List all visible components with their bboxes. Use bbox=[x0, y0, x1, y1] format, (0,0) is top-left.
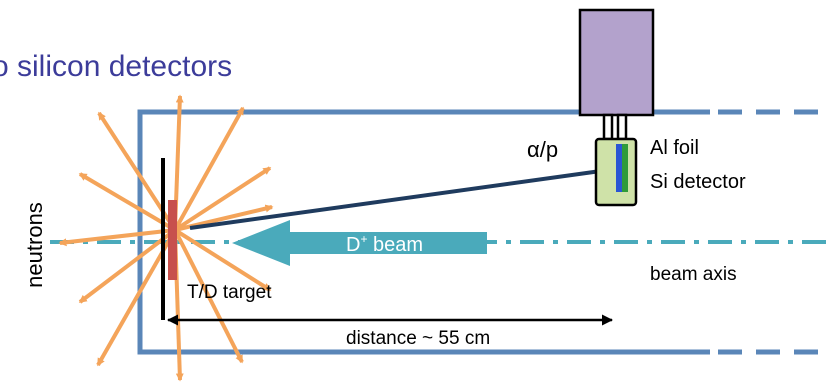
neutron-arrow bbox=[78, 172, 177, 232]
neutron-arrow bbox=[173, 106, 245, 231]
detector-housing bbox=[578, 8, 655, 117]
neutron-arrows bbox=[58, 94, 274, 382]
al-foil-label: Al foil bbox=[650, 137, 699, 159]
detector-connector-left bbox=[602, 113, 614, 141]
neutron-arrow bbox=[78, 228, 177, 304]
neutron-arrow bbox=[58, 228, 176, 247]
beam-axis-label: beam axis bbox=[650, 264, 737, 285]
neutron-arrow bbox=[173, 166, 272, 232]
particle-track bbox=[189, 165, 610, 230]
neutron-arrow bbox=[173, 229, 244, 364]
page-title: o silicon detectors bbox=[0, 50, 232, 83]
target-label: T/D target bbox=[187, 282, 272, 303]
beam-label: D+ beam bbox=[346, 232, 423, 256]
si-detector-label: Si detector bbox=[650, 171, 746, 193]
neutrons-label: neutrons bbox=[22, 202, 47, 288]
alpha-p-label: α/p bbox=[527, 137, 558, 162]
detector-connector-right bbox=[616, 113, 628, 141]
target bbox=[168, 200, 177, 280]
neutron-arrow bbox=[173, 228, 272, 292]
silicon-detector-icon bbox=[594, 137, 638, 207]
distance-label: distance ~ 55 cm bbox=[346, 328, 490, 349]
d-beam-arrow: D+ beam bbox=[232, 220, 487, 266]
